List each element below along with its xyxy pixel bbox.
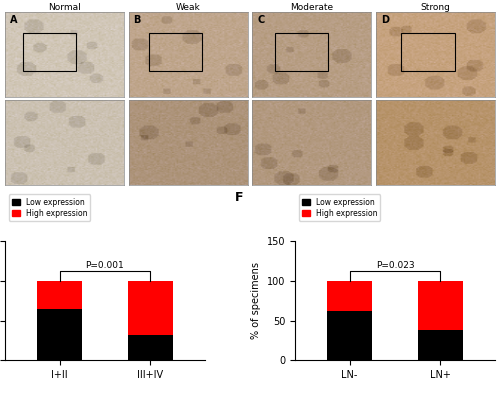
Text: C: C	[257, 15, 264, 25]
Bar	[128, 335, 173, 360]
Legend: Low expression, High expression: Low expression, High expression	[299, 194, 380, 221]
Bar	[37, 308, 82, 360]
Bar	[149, 33, 203, 71]
Text: P=0.023: P=0.023	[376, 261, 414, 270]
Bar	[275, 33, 328, 71]
Bar	[418, 330, 463, 360]
Legend: Low expression, High expression: Low expression, High expression	[9, 194, 90, 221]
Bar	[23, 33, 76, 71]
Bar	[37, 281, 82, 308]
Title: Normal: Normal	[48, 3, 81, 12]
Text: F: F	[235, 190, 244, 204]
Title: Weak: Weak	[176, 3, 201, 12]
Y-axis label: % of specimens: % of specimens	[251, 262, 261, 339]
Bar	[128, 281, 173, 335]
Text: A: A	[10, 15, 18, 25]
Text: D: D	[381, 15, 389, 25]
Text: P=0.001: P=0.001	[86, 261, 124, 270]
Bar	[401, 33, 454, 71]
Title: Strong: Strong	[420, 3, 450, 12]
Bar	[327, 281, 372, 311]
Bar	[327, 311, 372, 360]
Text: B: B	[134, 15, 141, 25]
Title: Moderate: Moderate	[290, 3, 334, 12]
Bar	[418, 281, 463, 330]
